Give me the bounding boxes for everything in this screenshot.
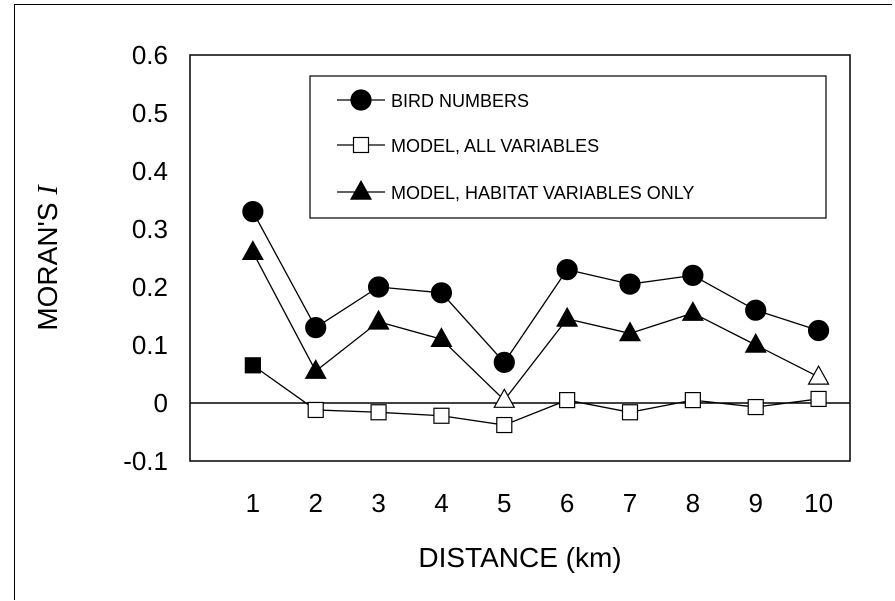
y-tick-label: 0.1 xyxy=(132,330,168,360)
x-tick-label: 9 xyxy=(748,488,762,518)
data-point xyxy=(807,364,830,385)
series-square xyxy=(244,357,827,434)
data-point xyxy=(619,273,641,295)
series-line xyxy=(252,251,819,402)
x-tick-label: 3 xyxy=(371,488,385,518)
data-point xyxy=(244,357,261,374)
y-tick-label: 0.6 xyxy=(132,40,168,70)
legend-marker xyxy=(349,179,373,200)
series-circle xyxy=(242,201,830,373)
data-point xyxy=(744,332,767,353)
x-tick-label: 4 xyxy=(434,488,448,518)
data-point xyxy=(367,309,390,330)
data-point xyxy=(810,390,827,408)
data-point xyxy=(367,276,390,298)
data-point xyxy=(556,259,578,281)
x-axis-title: DISTANCE (km) xyxy=(418,542,621,573)
x-tick-label: 6 xyxy=(560,488,574,518)
y-tick-label: 0.5 xyxy=(132,98,168,128)
y-axis-title: MORAN'S I xyxy=(32,184,64,331)
data-point xyxy=(682,264,704,286)
data-point xyxy=(559,392,576,409)
data-point xyxy=(496,416,513,434)
chart-frame xyxy=(14,4,892,600)
series-line xyxy=(252,211,819,364)
data-point xyxy=(556,306,579,327)
x-tick-label: 5 xyxy=(497,488,511,518)
legend-label: MODEL, ALL VARIABLES xyxy=(391,136,599,156)
y-tick-label: -0.1 xyxy=(123,446,168,476)
data-point xyxy=(681,301,704,321)
legend-marker xyxy=(350,89,372,111)
y-tick-label: 0.3 xyxy=(132,214,168,244)
data-point xyxy=(621,404,639,421)
data-point xyxy=(493,388,516,408)
data-point xyxy=(305,317,327,339)
legend: BIRD NUMBERS MODEL, ALL VARIABLES MODEL, H… xyxy=(309,75,827,219)
data-point xyxy=(307,401,324,419)
data-point xyxy=(242,201,264,223)
data-point xyxy=(747,398,764,416)
plot-area xyxy=(189,54,851,462)
x-tick-label: 7 xyxy=(623,488,637,518)
data-point xyxy=(430,282,453,304)
data-point xyxy=(618,321,642,342)
data-point xyxy=(241,240,264,260)
legend-label: MODEL, HABITAT VARIABLES ONLY xyxy=(391,183,694,203)
legend-marker xyxy=(352,136,370,154)
y-tick-label: 0 xyxy=(154,388,168,418)
data-point xyxy=(493,351,515,373)
data-point xyxy=(745,299,767,321)
y-tick-label: 0.4 xyxy=(132,156,168,186)
series-triangle xyxy=(241,240,830,408)
x-tick-label: 10 xyxy=(804,488,833,518)
legend-label: BIRD NUMBERS xyxy=(391,91,529,111)
data-point xyxy=(433,407,450,424)
y-tick-label: 0.2 xyxy=(132,272,168,302)
data-point xyxy=(370,404,387,421)
x-tick-label: 8 xyxy=(686,488,700,518)
x-tick-label: 1 xyxy=(246,488,260,518)
data-point xyxy=(430,327,453,347)
x-tick-label: 2 xyxy=(308,488,322,518)
series-line xyxy=(252,364,819,426)
data-point xyxy=(807,319,830,342)
data-point xyxy=(304,359,327,379)
data-point xyxy=(684,392,701,409)
legend-box xyxy=(309,75,827,219)
